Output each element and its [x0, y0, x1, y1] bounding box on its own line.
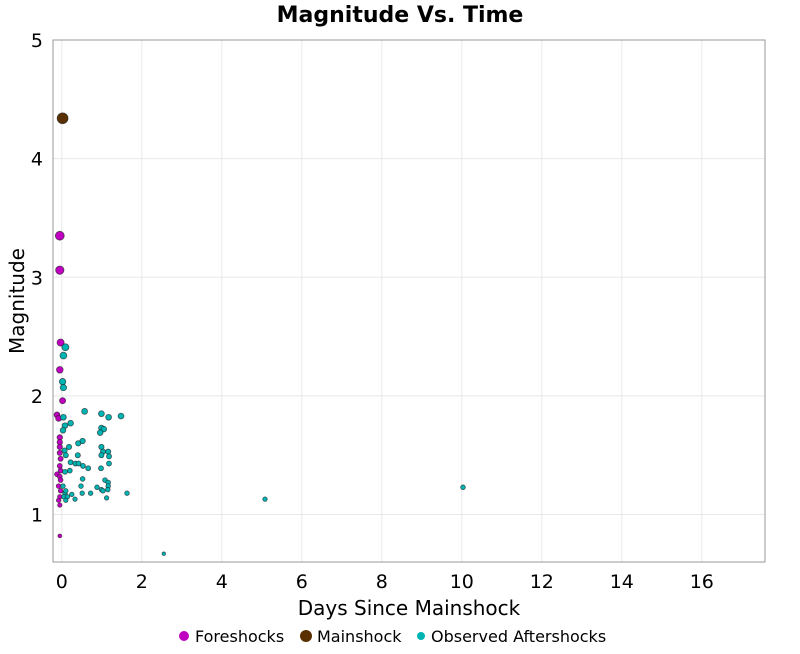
aftershock-point [63, 497, 69, 503]
aftershock-point [78, 483, 84, 489]
foreshock-point [56, 443, 63, 450]
x-tick-label: 14 [610, 571, 634, 593]
aftershock-point [75, 440, 82, 447]
foreshock-point [57, 533, 63, 539]
y-tick-label: 3 [31, 267, 43, 289]
legend: Foreshocks Mainshock Observed Aftershock… [179, 627, 606, 646]
legend-label-aftershocks: Observed Aftershocks [431, 627, 606, 646]
aftershock-point [100, 488, 106, 494]
aftershock-point [79, 490, 85, 496]
x-axis-label: Days Since Mainshock [298, 596, 521, 620]
foreshock-point [57, 455, 64, 462]
mainshock-point [56, 112, 69, 125]
aftershock-point [98, 410, 105, 418]
aftershock-point [117, 412, 125, 420]
aftershock-point [103, 495, 110, 501]
aftershock-point [59, 384, 67, 392]
foreshock-point [57, 477, 64, 483]
foreshock-point [55, 483, 62, 489]
aftershock-point [63, 488, 69, 494]
aftershock-point [97, 429, 104, 436]
aftershock-point [262, 496, 268, 502]
aftershock-point [80, 462, 86, 469]
foreshock-point [56, 338, 65, 347]
aftershock-point [105, 486, 111, 493]
foreshock-point [55, 497, 62, 503]
aftershock-point [69, 491, 75, 498]
y-tick-labels: 1 2 3 4 5 [31, 30, 43, 527]
x-tick-label: 12 [530, 571, 554, 593]
legend-marker-foreshocks [179, 631, 189, 641]
aftershock-point [59, 427, 67, 434]
foreshock-point [54, 230, 65, 241]
aftershock-point [79, 476, 86, 482]
aftershock-point [81, 407, 88, 415]
chart-title: Magnitude Vs. Time [277, 3, 524, 28]
y-axis-label: Magnitude [5, 248, 29, 354]
x-tick-label: 0 [56, 571, 68, 593]
aftershock-point [58, 378, 67, 386]
aftershock-point [106, 453, 112, 460]
x-tick-label: 10 [450, 571, 474, 593]
y-tick-label: 4 [31, 149, 43, 171]
foreshock-point [57, 488, 64, 494]
aftershock-point [161, 551, 166, 556]
aftershock-point [74, 452, 81, 459]
x-tick-label: 4 [216, 571, 228, 593]
aftershock-point [62, 468, 68, 475]
aftershock-point [67, 419, 74, 427]
data-points [53, 112, 466, 556]
foreshock-point [57, 502, 63, 508]
x-tick-label: 8 [376, 571, 388, 593]
aftershock-point [59, 351, 68, 360]
aftershock-point [67, 459, 74, 466]
foreshock-point [56, 462, 63, 469]
aftershock-point [98, 452, 105, 459]
aftershock-point [106, 460, 112, 467]
y-tick-label: 2 [31, 386, 43, 408]
y-tick-label: 1 [31, 505, 43, 527]
aftershock-point [105, 448, 112, 455]
x-tick-labels: 0 2 4 6 8 10 12 14 16 [56, 571, 714, 593]
foreshock-point [55, 265, 65, 275]
aftershock-point [75, 460, 82, 467]
aftershock-point [72, 496, 78, 502]
aftershock-point [98, 465, 104, 472]
aftershock-point [105, 413, 112, 421]
aftershock-point [124, 490, 130, 496]
foreshock-point [56, 366, 64, 374]
aftershock-point [460, 484, 466, 490]
grid [53, 39, 765, 562]
aftershock-point [60, 483, 66, 489]
x-tick-label: 16 [690, 571, 714, 593]
legend-marker-aftershocks [417, 632, 425, 640]
x-tick-label: 2 [136, 571, 148, 593]
y-tick-label: 5 [31, 30, 43, 52]
x-tick-label: 6 [296, 571, 308, 593]
aftershock-point [62, 452, 69, 459]
aftershock-point [61, 343, 70, 352]
legend-label-foreshocks: Foreshocks [195, 627, 284, 646]
foreshock-point [56, 449, 63, 456]
foreshock-point [59, 397, 67, 405]
aftershock-point [65, 443, 73, 450]
aftershock-point [87, 490, 94, 496]
aftershock-point [85, 465, 92, 472]
legend-label-mainshock: Mainshock [317, 627, 402, 646]
legend-marker-mainshock [300, 630, 312, 642]
plot-area [52, 39, 766, 563]
aftershock-point [66, 467, 73, 474]
aftershock-point [94, 484, 100, 490]
aftershock-point [60, 413, 67, 421]
